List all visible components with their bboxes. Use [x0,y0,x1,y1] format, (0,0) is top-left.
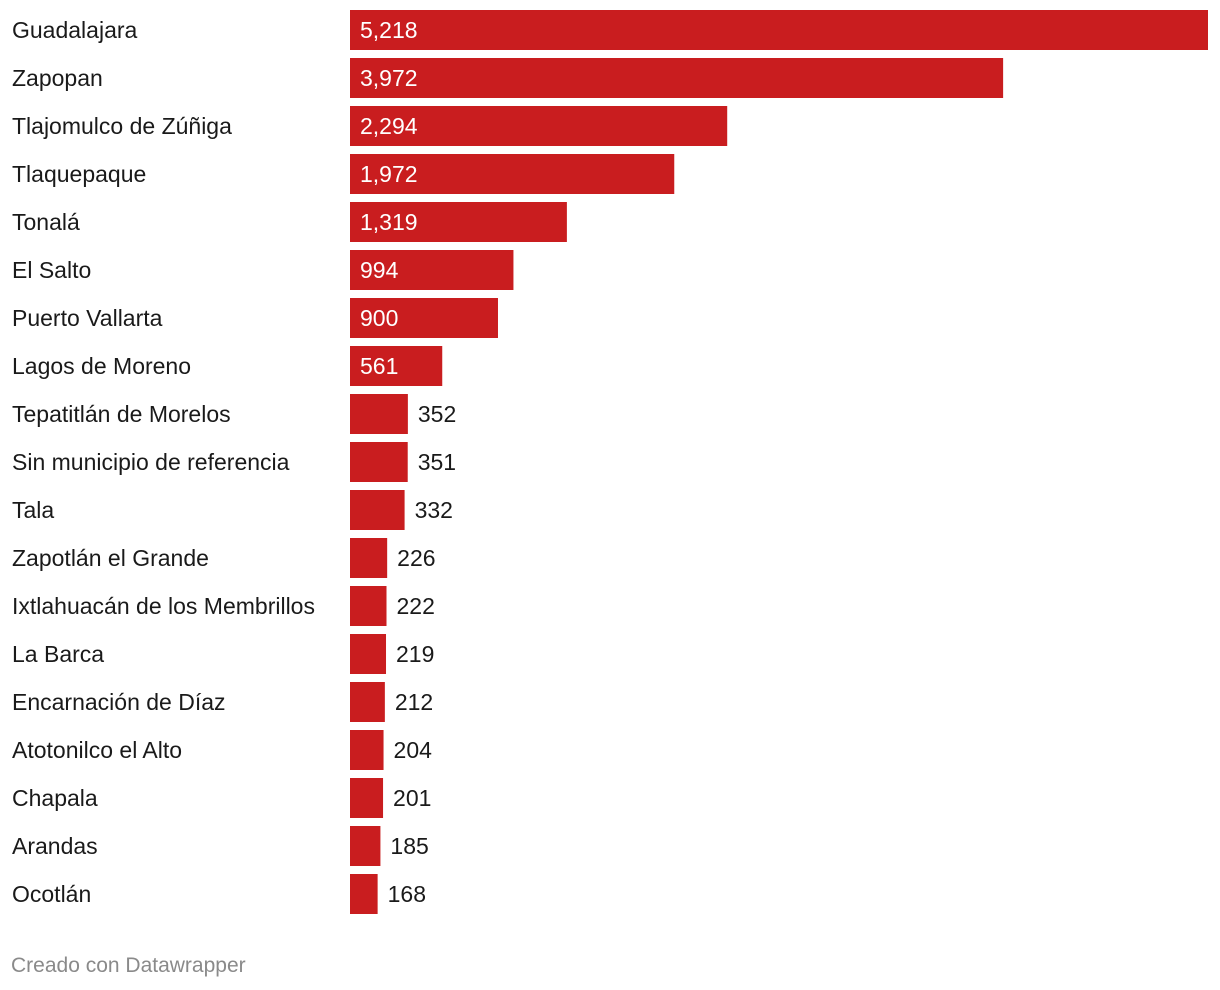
bar-row: Tonalá 1,319 [12,202,567,242]
value-label: 994 [360,257,399,283]
category-label: Arandas [12,833,98,859]
value-label: 212 [395,689,433,715]
bar-row: Zapotlán el Grande 226 [12,538,436,578]
bar [350,10,1208,50]
category-label: El Salto [12,257,91,283]
bar [350,250,514,290]
bar [350,682,385,722]
category-label: Tepatitlán de Morelos [12,401,231,427]
value-label: 219 [396,641,434,667]
value-label: 332 [415,497,453,523]
bar [350,442,408,482]
bar-row: Tlaquepaque 1,972 [12,154,675,194]
category-label: Tlaquepaque [12,161,146,187]
value-label: 226 [397,545,435,571]
bar [350,202,567,242]
bar [350,538,388,578]
bar-row: Ixtlahuacán de los Membrillos 222 [12,586,435,626]
category-label: Tlajomulco de Zúñiga [12,113,232,139]
bar-row: El Salto 994 [12,250,514,290]
category-label: Ocotlán [12,881,91,907]
credit-text: Creado con Datawrapper [11,954,246,977]
category-label: Tala [12,497,54,523]
bar-row: Encarnación de Díaz 212 [12,682,433,722]
bar-row: Guadalajara 5,218 [12,10,1208,50]
bar-chart: Guadalajara 5,218 Zapopan 3,972 Tlajomulco d… [12,10,1208,914]
bar-row: Chapala 201 [12,778,431,818]
value-label: 352 [418,401,456,427]
bar [350,778,384,818]
value-label: 2,294 [360,113,418,139]
bar-row: Sin municipio de referencia 351 [12,442,456,482]
value-label: 201 [393,785,431,811]
bar-row: Puerto Vallarta 900 [12,298,498,338]
value-label: 185 [390,833,428,859]
bar [350,346,443,386]
bar [350,730,384,770]
bar [350,490,405,530]
bar-row: Lagos de Moreno 561 [12,346,443,386]
value-label: 168 [388,881,426,907]
bar-row: Atotonilco el Alto 204 [12,730,432,770]
bar [350,58,1004,98]
bar [350,826,381,866]
category-label: Zapopan [12,65,103,91]
category-label: Tonalá [12,209,80,235]
value-label: 222 [397,593,435,619]
bar-row: Ocotlán 168 [12,874,426,914]
value-label: 3,972 [360,65,418,91]
category-label: Chapala [12,785,98,811]
bar-row: Arandas 185 [12,826,429,866]
bar-row: Tala 332 [12,490,453,530]
category-label: Atotonilco el Alto [12,737,182,763]
category-label: Lagos de Moreno [12,353,191,379]
category-label: Zapotlán el Grande [12,545,209,571]
value-label: 561 [360,353,398,379]
bar [350,298,498,338]
category-label: Puerto Vallarta [12,305,163,331]
value-label: 351 [418,449,456,475]
bar-row: Zapopan 3,972 [12,58,1004,98]
value-label: 1,972 [360,161,418,187]
category-label: Ixtlahuacán de los Membrillos [12,593,315,619]
bar [350,106,728,146]
category-label: Sin municipio de referencia [12,449,290,475]
bar-row: Tlajomulco de Zúñiga 2,294 [12,106,728,146]
bar [350,634,387,674]
value-label: 5,218 [360,17,418,43]
value-label: 1,319 [360,209,418,235]
bar [350,394,408,434]
category-label: Encarnación de Díaz [12,689,226,715]
bar-row: Tepatitlán de Morelos 352 [12,394,456,434]
value-label: 204 [394,737,433,763]
bar [350,154,675,194]
bar-row: La Barca 219 [12,634,434,674]
bar [350,874,378,914]
value-label: 900 [360,305,398,331]
category-label: Guadalajara [12,17,138,43]
bar [350,586,387,626]
category-label: La Barca [12,641,104,667]
